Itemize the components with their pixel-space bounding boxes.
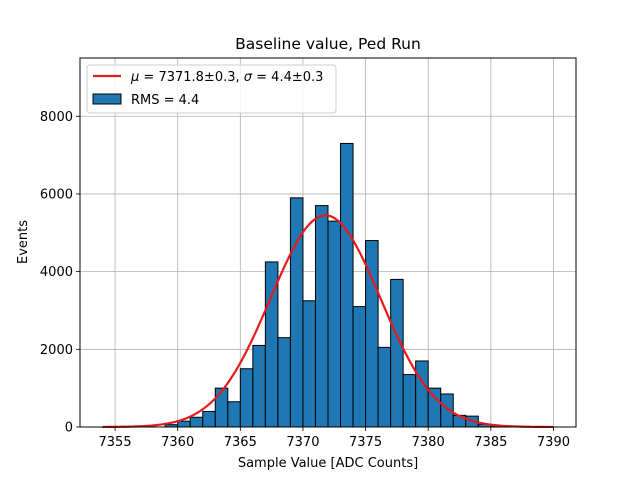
- x-tick-label: 7375: [349, 435, 382, 450]
- legend-histogram-label: RMS = 4.4: [131, 93, 199, 108]
- histogram-bar: [252, 344, 266, 428]
- x-tick-label: 7355: [99, 435, 132, 450]
- histogram-bar: [327, 220, 342, 428]
- x-tick-label: 7385: [474, 435, 507, 450]
- y-axis-ticks: 0 2000 4000 6000 8000: [40, 110, 80, 436]
- x-tick-label: 7380: [412, 435, 445, 450]
- histogram-bar: [427, 387, 442, 428]
- histogram-bar: [402, 374, 417, 428]
- y-tick-label: 2000: [40, 343, 73, 358]
- histogram-bar: [390, 278, 404, 428]
- gaussian-fit-curve: [102, 214, 554, 429]
- x-tick-label: 7360: [161, 435, 194, 450]
- histogram-bar: [377, 346, 392, 428]
- histogram-bar: [177, 420, 191, 428]
- y-tick-label: 6000: [40, 187, 73, 202]
- chart-title: Baseline value, Ped Run: [235, 35, 421, 53]
- y-tick-label: 8000: [40, 110, 73, 125]
- histogram-bar: [340, 142, 354, 428]
- y-tick-label: 0: [65, 421, 73, 436]
- x-axis-label: Sample Value [ADC Counts]: [238, 456, 418, 471]
- x-tick-label: 7390: [537, 435, 570, 450]
- x-tick-label: 7365: [224, 435, 257, 450]
- histogram-bar: [227, 401, 241, 428]
- y-tick-label: 4000: [40, 265, 73, 280]
- x-tick-label: 7370: [286, 435, 319, 450]
- histogram-bar: [214, 387, 229, 428]
- legend-box: [86, 64, 337, 114]
- y-axis-label: Events: [16, 220, 31, 264]
- histogram-bar: [415, 360, 429, 428]
- histogram-bar: [352, 306, 367, 428]
- histogram-bar: [277, 337, 291, 428]
- plot-frame: [79, 57, 577, 428]
- histogram-bar: [289, 197, 304, 428]
- histogram-bar: [239, 368, 254, 428]
- legend-histogram-swatch: [92, 93, 122, 105]
- histogram-bar: [302, 300, 316, 428]
- histogram-bar: [189, 416, 204, 428]
- histogram-bar: [314, 205, 329, 428]
- legend: μ = 7371.8±0.3, σ = 4.4±0.3 RMS = 4.4: [86, 64, 337, 114]
- legend-fit-label: μ = 7371.8±0.3, σ = 4.4±0.3: [130, 70, 323, 85]
- x-axis-ticks: 7355 7360 7365 7370 7375 7380 7385 7390: [99, 427, 570, 450]
- histogram-bar: [202, 410, 216, 428]
